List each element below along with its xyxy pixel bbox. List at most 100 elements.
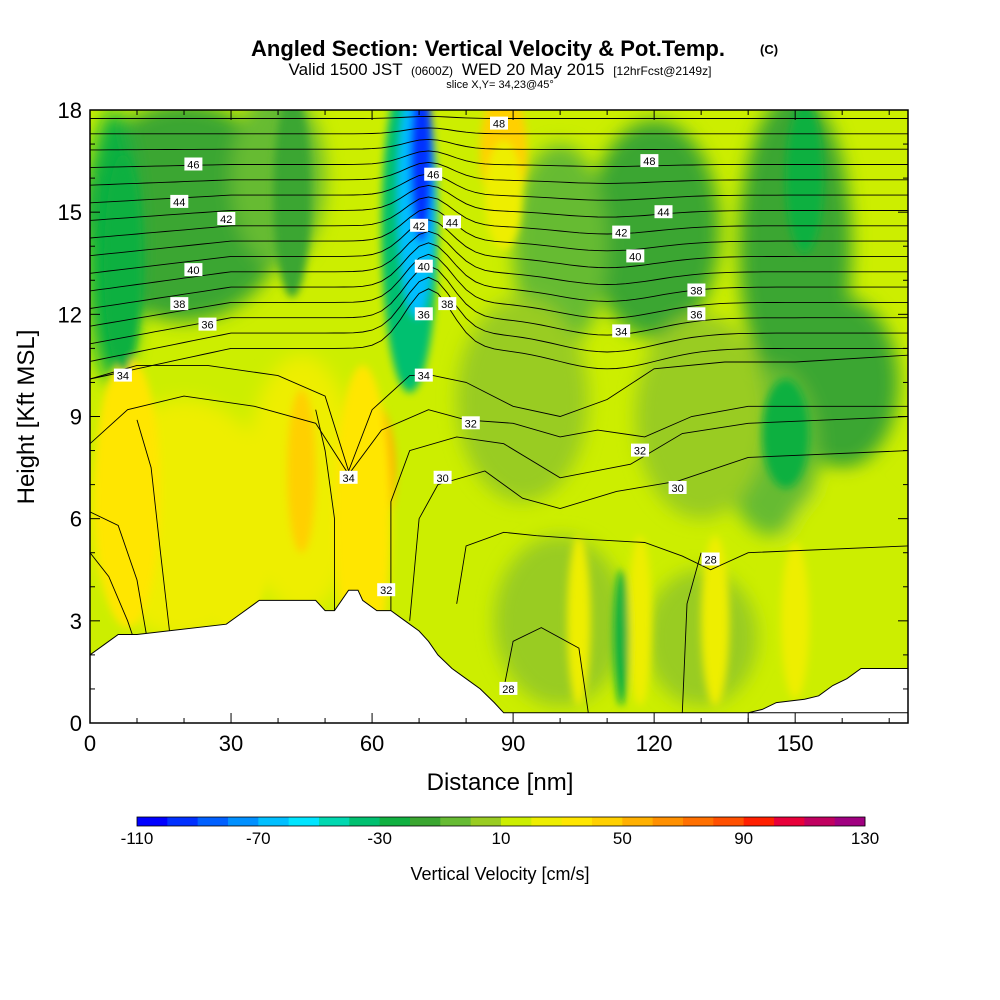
contour-label-text: 40 (187, 265, 199, 277)
theta-contour (90, 552, 133, 635)
colorbar-swatch (774, 817, 805, 826)
contour-label-box (612, 225, 631, 239)
velocity-cell (484, 140, 523, 250)
contour-label: 32 (377, 583, 396, 597)
contour-label: 28 (701, 552, 720, 567)
contour-labels: 4644424038363434324846444240383634323028… (113, 116, 720, 696)
contour-label: 44 (170, 194, 189, 209)
contour-label-box (198, 317, 217, 331)
x-tick-label: 0 (84, 731, 96, 756)
contour-label-text: 32 (380, 585, 392, 597)
velocity-cell (104, 154, 142, 373)
theta-contour (681, 552, 702, 713)
velocity-cell (628, 535, 652, 706)
colorbar-swatch (470, 817, 502, 826)
contour-label-text: 34 (615, 326, 627, 338)
velocity-cell (644, 569, 758, 706)
theta-contour (90, 138, 908, 151)
plot-area: 4644424038363434324846444240383634323028… (90, 110, 908, 723)
contour-label: 44 (443, 215, 461, 229)
contour-label: 38 (170, 297, 189, 311)
contour-label-text: 40 (418, 262, 430, 274)
colorbar-swatch (531, 817, 563, 826)
contour-label-text: 42 (413, 221, 425, 233)
velocity-cell (762, 379, 810, 489)
contour-label-text: 38 (690, 286, 702, 298)
theta-contour-30 (409, 450, 908, 621)
contour-label-box (640, 154, 659, 168)
contour-label: 38 (687, 283, 706, 298)
contour-label-text: 48 (493, 119, 505, 131)
contour-label: 34 (414, 368, 433, 383)
contour-label: 36 (414, 307, 433, 321)
contour-label-text: 40 (629, 251, 641, 263)
velocity-cell (494, 535, 626, 706)
contour-label: 44 (654, 205, 673, 219)
velocity-cell (273, 110, 311, 298)
contour-label: 48 (490, 116, 508, 131)
contour-label-box (499, 681, 518, 695)
theta-contour (90, 173, 908, 204)
colorbar-swatch (743, 817, 775, 826)
contour-label-box (490, 116, 508, 130)
colorbar-swatch (349, 817, 381, 826)
x-axis-label: Distance [nm] (427, 769, 574, 796)
colorbar-tick-label: -30 (367, 829, 392, 848)
contour-label: 32 (631, 443, 649, 458)
theta-contour (90, 288, 908, 380)
y-tick-label: 15 (58, 200, 82, 225)
y-tick-label: 18 (58, 98, 82, 123)
contour-label-text: 30 (436, 473, 448, 485)
chart-title: Angled Section: Vertical Velocity & Pot.… (251, 36, 725, 61)
colorbar-swatch (288, 817, 320, 826)
contour-label-box (687, 283, 706, 297)
velocity-cell (513, 144, 608, 349)
y-tick-label: 0 (70, 711, 82, 736)
theta-contour (90, 265, 908, 345)
colorbar-swatch (501, 817, 532, 826)
theta-contour (90, 230, 908, 292)
contour-label-text: 36 (418, 309, 430, 321)
colorbar-swatch (713, 817, 745, 826)
colorbar-tick-label: 10 (492, 829, 511, 848)
velocity-cell (456, 297, 589, 502)
x-tick-label: 60 (360, 731, 384, 756)
contour-label: 28 (499, 681, 518, 696)
velocity-cell (635, 314, 767, 519)
velocity-field (90, 110, 908, 723)
y-tick-label: 12 (58, 302, 82, 327)
theta-contour (90, 354, 908, 473)
velocity-cell (785, 110, 824, 254)
contour-label-text: 34 (342, 473, 354, 485)
contour-label-box (170, 194, 189, 208)
theta-contour (503, 627, 589, 713)
colorbar-swatch (197, 817, 229, 826)
theta-contour (90, 161, 908, 186)
y-axis-label: Height [Kft MSL] (13, 330, 40, 505)
contour-label-box (631, 443, 649, 457)
x-tick-label: 150 (777, 731, 814, 756)
contour-label-box (654, 205, 673, 219)
subtitle-valid: Valid 1500 JST (289, 60, 403, 79)
contour-label: 42 (612, 225, 631, 240)
contour-label: 40 (414, 259, 433, 274)
contour-label-text: 42 (615, 228, 627, 240)
downdraft-core (410, 110, 433, 243)
colorbar-swatch (258, 817, 290, 826)
contour-label-text: 34 (418, 371, 430, 383)
velocity-cell (776, 484, 908, 689)
colorbar: -110 -70 -30 10 50 90 130 (121, 816, 879, 848)
contour-label-text: 44 (657, 207, 669, 219)
field-sharp-layer (94, 110, 824, 706)
theta-contour (90, 127, 908, 135)
contour-label-box (424, 167, 443, 181)
contour-label-box (339, 470, 358, 484)
contour-label: 34 (339, 470, 358, 485)
x-tick-label: 30 (219, 731, 243, 756)
velocity-cell (613, 569, 629, 706)
contour-label-box (217, 212, 236, 225)
contour-label-box (414, 259, 433, 273)
colorbar-tick-label: 130 (851, 829, 879, 848)
contour-label-text: 28 (704, 555, 716, 567)
